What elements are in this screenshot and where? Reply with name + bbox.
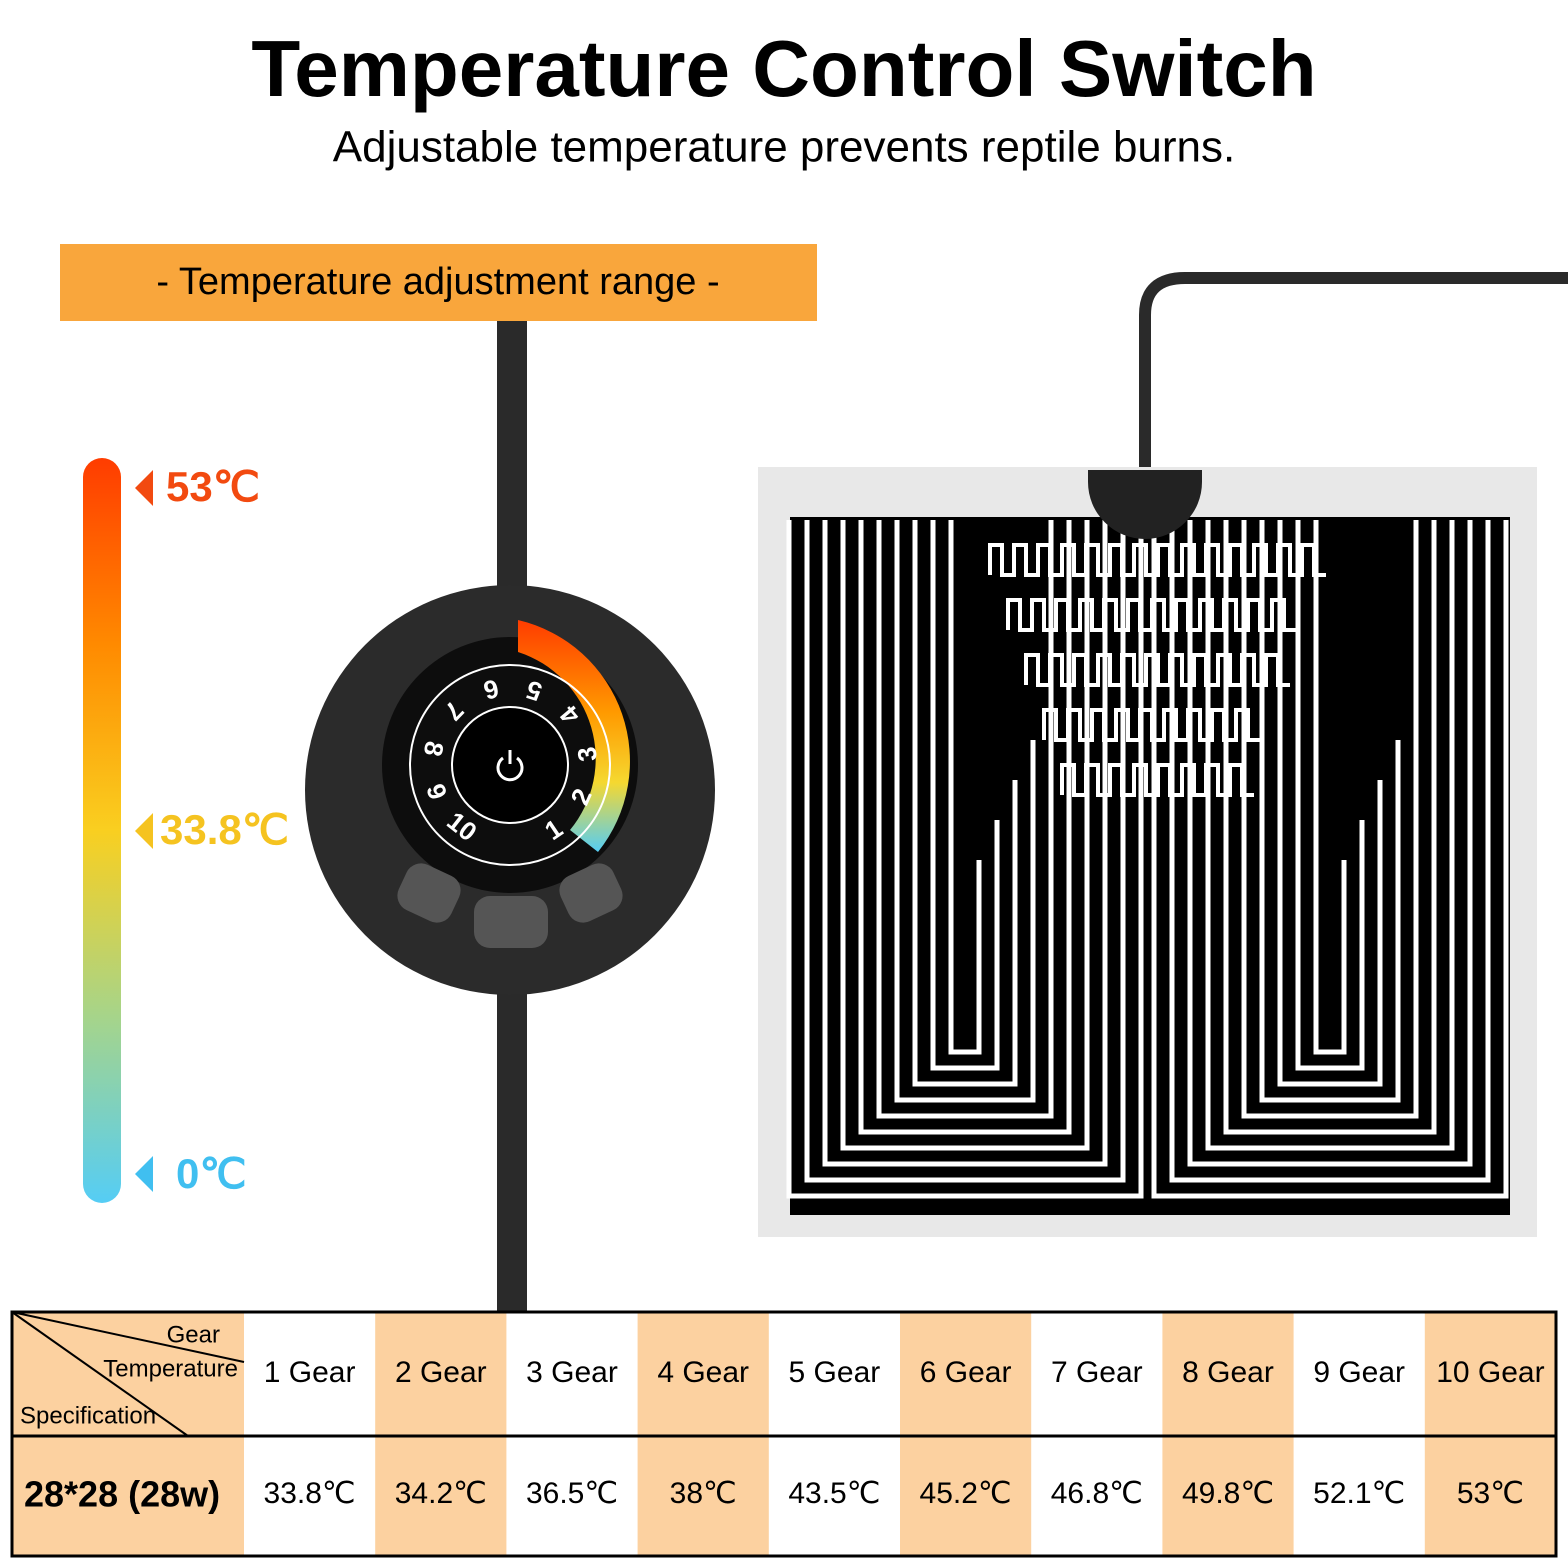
pointer xyxy=(135,813,153,849)
cell: 36.5℃ xyxy=(526,1477,618,1510)
corner-top: Gear xyxy=(167,1321,220,1348)
trace xyxy=(1241,520,1419,1119)
corner-bg xyxy=(12,1312,244,1436)
temp-bar xyxy=(83,458,121,1203)
cell: 45.2℃ xyxy=(920,1477,1012,1510)
trace xyxy=(1295,520,1365,1071)
column-header: 2 Gear xyxy=(395,1356,487,1389)
trace xyxy=(1151,520,1509,1199)
trace xyxy=(1223,520,1437,1135)
corner-middle: Temperature xyxy=(103,1355,238,1382)
trace xyxy=(1277,520,1383,1087)
pointer xyxy=(135,470,153,506)
column-header: 1 Gear xyxy=(264,1356,356,1389)
trace xyxy=(804,520,1126,1183)
trace xyxy=(1006,598,1296,632)
trace xyxy=(948,520,982,1055)
corner-bottom: Specification xyxy=(20,1402,156,1429)
column-header: 5 Gear xyxy=(789,1356,881,1389)
table-border xyxy=(10,1310,1558,1558)
diag xyxy=(11,1311,245,1363)
trace xyxy=(1205,520,1455,1151)
banner xyxy=(60,244,817,321)
cell-bg xyxy=(900,1312,1032,1556)
trace xyxy=(840,520,1090,1151)
pad-cable xyxy=(1139,272,1568,470)
minus-button[interactable] xyxy=(392,858,466,928)
trace xyxy=(1187,520,1473,1167)
trace xyxy=(858,520,1072,1135)
cell-bg xyxy=(375,1312,507,1556)
dial-number: 8 xyxy=(418,739,450,759)
cell-bg xyxy=(1424,1312,1556,1556)
trace xyxy=(1259,520,1401,1103)
pointer xyxy=(135,1156,153,1192)
column-header: 8 Gear xyxy=(1182,1356,1274,1389)
row-label: 28*28 (28w) xyxy=(24,1474,220,1515)
column-header: 3 Gear xyxy=(526,1356,618,1389)
trace xyxy=(1313,520,1347,1055)
column-header: 4 Gear xyxy=(657,1356,749,1389)
power-icon xyxy=(496,750,524,782)
min-label: 0℃ xyxy=(176,1150,247,1197)
trace xyxy=(1060,763,1254,797)
diag xyxy=(11,1311,189,1437)
label-bg xyxy=(12,1436,244,1556)
cell-bg xyxy=(637,1312,769,1556)
cell: 33.8℃ xyxy=(264,1477,356,1510)
cell: 52.1℃ xyxy=(1313,1477,1405,1510)
cell: 38℃ xyxy=(670,1477,737,1510)
banner-label: - Temperature adjustment range - xyxy=(156,261,719,303)
dial-ring xyxy=(409,664,611,866)
power-button[interactable] xyxy=(474,896,548,948)
title: Temperature Control Switch xyxy=(251,24,1316,113)
trace xyxy=(822,520,1108,1167)
cell-bg xyxy=(1162,1312,1294,1556)
trace xyxy=(876,520,1054,1119)
mid-label: 33.8℃ xyxy=(160,806,289,853)
cell: 34.2℃ xyxy=(395,1477,487,1510)
column-header: 9 Gear xyxy=(1313,1356,1405,1389)
trace xyxy=(1024,653,1290,687)
trace xyxy=(1042,708,1260,742)
cell: 46.8℃ xyxy=(1051,1477,1143,1510)
column-header: 10 Gear xyxy=(1436,1356,1544,1389)
trace xyxy=(1169,520,1491,1183)
sensor xyxy=(1088,470,1202,539)
cell: 43.5℃ xyxy=(788,1477,880,1510)
trace xyxy=(930,520,1000,1071)
trace xyxy=(894,520,1036,1103)
trace xyxy=(988,543,1326,577)
trace xyxy=(912,520,1018,1087)
dial-number: 3 xyxy=(571,745,603,764)
heat-arc xyxy=(518,620,630,852)
dial-number: 6 xyxy=(481,673,502,706)
cell: 49.8℃ xyxy=(1182,1477,1274,1510)
column-header: 7 Gear xyxy=(1051,1356,1143,1389)
cell: 53℃ xyxy=(1457,1477,1524,1510)
trace xyxy=(786,520,1144,1199)
subtitle: Adjustable temperature prevents reptile … xyxy=(333,123,1236,172)
plus-button[interactable] xyxy=(554,858,628,928)
column-header: 6 Gear xyxy=(920,1356,1012,1389)
max-label: 53℃ xyxy=(166,463,260,510)
dial-center xyxy=(451,706,569,824)
